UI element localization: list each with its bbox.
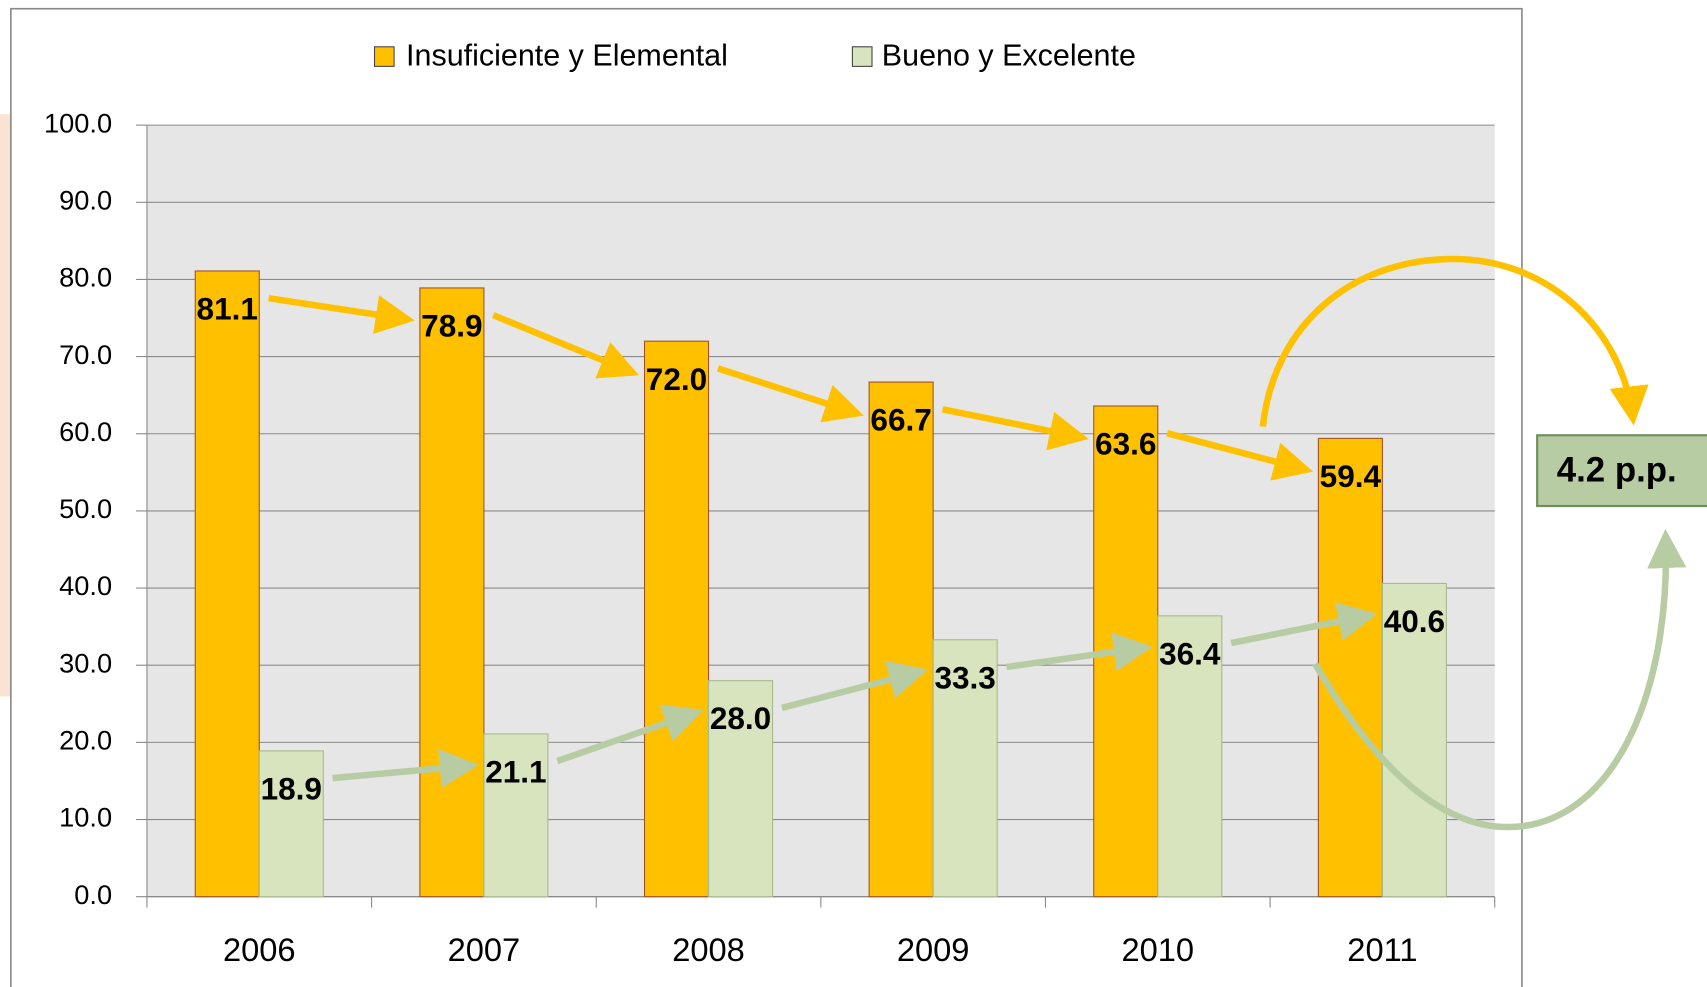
trend-arrow (268, 294, 415, 334)
bar (868, 381, 934, 898)
trend-arrow (1230, 602, 1378, 647)
trend-arrow (716, 365, 864, 423)
curved-arrow (1312, 528, 1687, 831)
data-label: 78.9 (421, 308, 482, 344)
y-tick-label: 80.0 (59, 262, 112, 293)
y-tick-label: 90.0 (59, 184, 112, 215)
data-label: 33.3 (934, 659, 995, 695)
curved-arrow (1259, 255, 1649, 427)
trend-arrow (332, 748, 479, 788)
y-tick-label: 40.0 (59, 570, 112, 601)
bar (1381, 582, 1447, 898)
data-label: 72.0 (646, 361, 707, 397)
data-label: 18.9 (261, 770, 322, 806)
bar (707, 680, 774, 898)
y-tick-label: 20.0 (59, 725, 112, 756)
data-label: 59.4 (1320, 458, 1382, 494)
bar (194, 270, 260, 898)
x-tick-label: 2011 (1347, 931, 1417, 968)
data-label: 63.6 (1095, 426, 1156, 462)
y-tick-label: 60.0 (59, 416, 112, 447)
x-tick-label: 2008 (672, 931, 745, 968)
trend-arrow (556, 704, 704, 765)
bar (258, 750, 324, 898)
data-label: 66.7 (870, 402, 931, 438)
trend-arrow (492, 312, 640, 379)
data-label: 36.4 (1159, 635, 1221, 671)
bar (1157, 615, 1223, 898)
legend-swatch (851, 46, 873, 67)
legend-swatch (373, 46, 395, 67)
x-tick-label: 2009 (897, 931, 970, 968)
trend-arrow (1006, 632, 1153, 672)
annotation-box (1536, 434, 1707, 508)
y-tick-label: 30.0 (59, 647, 112, 678)
y-tick-label: 10.0 (59, 802, 112, 833)
bar (483, 733, 549, 898)
annotation: 4.2 p.p. (1557, 450, 1677, 489)
x-tick-label: 2007 (448, 931, 521, 968)
data-label: 28.0 (710, 700, 771, 736)
legend-label: Bueno y Excelente (882, 39, 1136, 73)
bar (419, 287, 485, 898)
x-tick-label: 2010 (1121, 931, 1194, 968)
legend-label: Insuficiente y Elemental (406, 39, 728, 73)
trend-arrow (781, 660, 928, 712)
data-label: 81.1 (197, 291, 258, 327)
y-tick-label: 50.0 (59, 493, 112, 524)
bar (1317, 437, 1383, 898)
y-tick-label: 100.0 (44, 107, 112, 138)
side-strip (0, 114, 11, 697)
data-label: 21.1 (485, 753, 546, 789)
y-tick-label: 0.0 (74, 879, 112, 910)
data-label: 40.6 (1384, 603, 1445, 639)
x-tick-label: 2006 (223, 931, 296, 968)
bar (932, 639, 998, 898)
trend-arrow (1166, 430, 1314, 481)
trend-arrow (941, 406, 1089, 451)
y-tick-label: 70.0 (59, 339, 112, 370)
bar (643, 340, 710, 898)
